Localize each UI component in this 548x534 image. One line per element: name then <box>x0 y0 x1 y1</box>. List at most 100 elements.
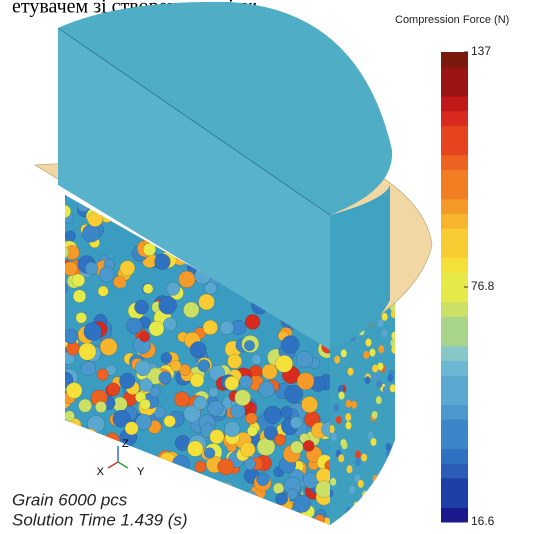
particle <box>80 360 97 377</box>
colorbar-band <box>441 316 468 332</box>
particle <box>66 341 81 356</box>
particle <box>178 475 194 492</box>
edge <box>57 27 331 216</box>
particle <box>378 485 385 494</box>
colorbar-band <box>441 52 468 68</box>
particle <box>381 312 388 321</box>
particle <box>349 485 356 494</box>
particle <box>113 275 126 289</box>
particle <box>154 253 171 270</box>
particle <box>139 398 151 410</box>
colorbar-band <box>441 360 468 376</box>
particle <box>207 400 224 417</box>
colorbar-band <box>441 96 468 112</box>
colorbar-band <box>441 198 468 215</box>
particle <box>139 331 150 343</box>
particle <box>348 516 355 525</box>
particle <box>370 437 377 446</box>
particle <box>263 426 279 441</box>
particle <box>377 362 384 371</box>
particle <box>315 480 330 499</box>
colorbar-band <box>441 272 468 288</box>
particle <box>65 328 79 345</box>
particle <box>65 463 82 482</box>
colorbar-band <box>441 140 468 156</box>
particle <box>365 338 372 347</box>
particle-side-face <box>330 300 395 525</box>
colorbar-label: 137 <box>471 44 491 58</box>
cylinder-top <box>58 1 393 215</box>
particle <box>391 345 395 354</box>
colorbar-band <box>441 331 468 347</box>
particle <box>369 348 376 357</box>
particle <box>78 342 97 361</box>
particle <box>161 466 175 479</box>
particle <box>389 384 395 393</box>
particle <box>287 488 299 500</box>
particle <box>230 501 241 512</box>
y-label: Y <box>137 466 145 478</box>
particle <box>234 389 251 406</box>
particle <box>387 523 394 525</box>
colorbar-title: Compression Force (N) <box>395 14 509 26</box>
grain-count: Grain 6000 pcs <box>12 490 128 509</box>
particle <box>296 350 314 368</box>
particle <box>347 367 354 376</box>
cylinder-cut-face <box>58 28 330 350</box>
particle <box>341 441 348 450</box>
particle <box>163 317 178 332</box>
particle <box>135 413 153 431</box>
particle <box>189 341 207 358</box>
particle <box>158 371 172 385</box>
particle <box>280 406 293 419</box>
particle <box>330 477 337 486</box>
particle <box>186 522 198 525</box>
particle <box>74 435 90 451</box>
particle <box>187 440 204 457</box>
particle <box>334 355 341 364</box>
particle <box>224 420 241 438</box>
particle <box>174 391 190 408</box>
particle <box>381 494 388 503</box>
particle <box>350 400 357 409</box>
particle <box>258 381 275 398</box>
colorbar-band <box>441 213 468 229</box>
particle <box>67 439 83 455</box>
colorbar-band <box>441 125 468 141</box>
particle <box>388 520 395 525</box>
particle <box>209 429 225 445</box>
particle <box>98 266 115 283</box>
colorbar-band <box>441 110 468 126</box>
particle <box>65 371 74 388</box>
particle <box>336 525 342 533</box>
particle <box>81 428 98 445</box>
particle <box>142 242 157 257</box>
particle <box>219 320 235 335</box>
particle <box>377 319 384 328</box>
particle <box>385 442 392 451</box>
particle <box>333 403 340 412</box>
particle <box>335 415 342 424</box>
particle <box>65 281 68 296</box>
particle <box>188 495 205 512</box>
particle <box>345 399 352 408</box>
particle <box>158 296 177 315</box>
particle <box>345 413 352 422</box>
particle <box>142 283 154 295</box>
particle <box>119 372 136 389</box>
particle <box>65 393 67 406</box>
particle <box>65 261 78 276</box>
particle <box>204 282 217 295</box>
particle <box>208 386 219 398</box>
particle <box>370 502 377 511</box>
particle <box>250 354 262 365</box>
particle <box>199 512 218 525</box>
particle <box>95 401 107 413</box>
particle <box>353 501 360 510</box>
particle <box>359 391 366 400</box>
particle <box>275 354 293 373</box>
particle <box>390 339 395 348</box>
particle <box>244 513 262 525</box>
colorbar-label: 16.6 <box>471 514 495 528</box>
particle <box>166 281 181 296</box>
